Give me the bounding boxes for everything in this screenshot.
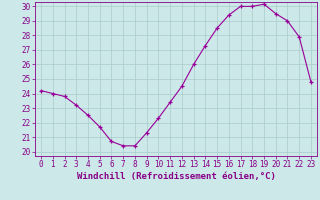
X-axis label: Windchill (Refroidissement éolien,°C): Windchill (Refroidissement éolien,°C)	[76, 172, 276, 181]
